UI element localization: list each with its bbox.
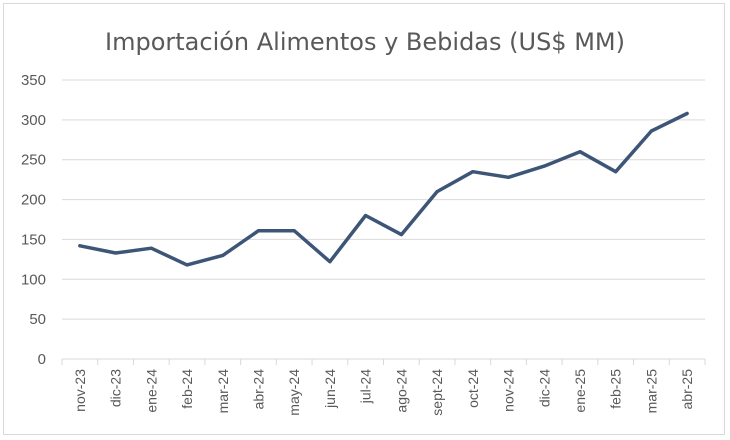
x-tick-label: abr-25 xyxy=(679,369,695,410)
data-point xyxy=(614,170,618,174)
data-point xyxy=(292,229,296,233)
data-point xyxy=(507,175,511,179)
y-tick-label: 0 xyxy=(38,351,46,368)
y-tick-label: 300 xyxy=(21,112,46,129)
data-point xyxy=(578,150,582,154)
data-point xyxy=(649,129,653,133)
x-tick-label: mar-25 xyxy=(643,369,659,414)
y-tick-label: 50 xyxy=(29,311,46,328)
x-tick-label: ene-24 xyxy=(143,369,159,413)
y-tick-label: 150 xyxy=(21,231,46,248)
x-tick-label: abr-24 xyxy=(250,369,266,410)
x-tick-label: ago-24 xyxy=(393,369,409,413)
series-layer xyxy=(78,111,689,267)
data-point xyxy=(471,170,475,174)
data-point xyxy=(364,214,368,218)
gridlines xyxy=(62,79,705,360)
x-tick-label: feb-24 xyxy=(179,369,195,409)
y-axis-ticks: 0 50 100 150 200 250 300 350 xyxy=(21,72,46,368)
x-axis-ticks: nov-23 dic-23 ene-24 feb-24 mar-24 abr-24 may-… xyxy=(61,359,706,416)
x-tick-label: oct-24 xyxy=(465,369,481,408)
x-tick-label: may-24 xyxy=(286,369,302,416)
y-tick-label: 350 xyxy=(21,72,46,89)
chart-title: Importación Alimentos y Bebidas (US$ MM) xyxy=(105,28,625,56)
data-point xyxy=(149,246,153,250)
x-tick-label: nov-24 xyxy=(501,369,517,412)
data-point xyxy=(685,111,689,115)
data-point xyxy=(78,244,82,248)
x-tick-label: nov-23 xyxy=(72,369,88,412)
data-point xyxy=(221,253,225,257)
data-point xyxy=(328,260,332,264)
data-point xyxy=(185,263,189,267)
data-point xyxy=(256,229,260,233)
x-tick-label: jun-24 xyxy=(322,369,338,409)
data-point xyxy=(542,164,546,168)
data-point xyxy=(114,251,118,255)
y-tick-label: 100 xyxy=(21,271,46,288)
series-line xyxy=(78,111,689,267)
x-tick-label: mar-24 xyxy=(215,369,231,414)
data-point xyxy=(435,190,439,194)
x-tick-label: dic-24 xyxy=(536,369,552,407)
x-tick-label: feb-25 xyxy=(608,369,624,409)
x-tick-label: sept-24 xyxy=(429,369,445,416)
x-tick-label: dic-23 xyxy=(108,369,124,407)
y-tick-label: 250 xyxy=(21,152,46,169)
data-point xyxy=(399,233,403,237)
x-tick-label: jul-24 xyxy=(358,369,374,404)
x-tick-label: ene-25 xyxy=(572,369,588,413)
y-tick-label: 200 xyxy=(21,192,46,209)
